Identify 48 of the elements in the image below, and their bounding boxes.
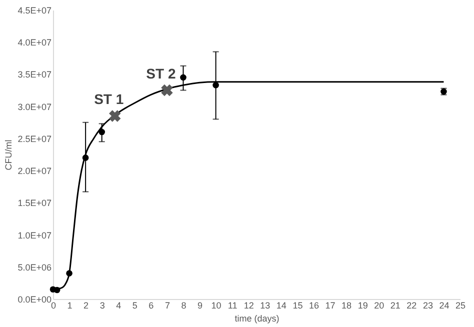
x-tick-label: 19 (358, 300, 368, 310)
x-tick-label: 17 (325, 300, 336, 310)
x-tick-label: 5 (132, 300, 138, 310)
x-tick-label: 14 (276, 300, 286, 310)
x-tick-label: 15 (292, 300, 303, 310)
y-tick-label: 1.5E+07 (18, 198, 52, 208)
point (109, 110, 121, 122)
point (212, 82, 219, 88)
x-tick-label: 16 (308, 300, 319, 310)
x-tick-label: 21 (390, 300, 400, 310)
x-tick-label: 13 (260, 300, 270, 310)
y-tick-label: 3.0E+07 (18, 102, 52, 112)
y-tick-label: 4.5E+07 (18, 6, 52, 16)
y-tick-label: 1.0E+07 (18, 230, 52, 240)
point (66, 270, 72, 276)
x-tick-label: 3 (100, 300, 105, 310)
annotation: ST 2 (146, 65, 176, 82)
point (98, 128, 105, 136)
y-tick-label: 4.0E+07 (18, 38, 52, 48)
y-tick-label: 2.0E+07 (18, 166, 52, 176)
point (82, 154, 89, 161)
annotation: ST 1 (94, 90, 124, 107)
point (54, 286, 60, 294)
y-tick-label: 2.5E+07 (18, 134, 52, 144)
y-tick-label: 0.0E+00 (18, 294, 52, 304)
x-tick-label: 1 (67, 300, 72, 310)
y-axis-title: CFU/ml (4, 140, 14, 170)
x-axis-title: time (days) (234, 314, 280, 324)
x-tick-label: 8 (181, 300, 186, 310)
x-tick-label: 18 (342, 300, 352, 310)
point (180, 74, 186, 81)
x-tick-label: 20 (374, 300, 384, 310)
x-tick-label: 4 (116, 300, 122, 310)
x-tick-label: 9 (198, 300, 203, 310)
x-tick-label: 12 (244, 300, 254, 310)
y-tick-label: 3.5E+07 (18, 70, 52, 80)
x-tick-label: 6 (148, 300, 154, 310)
x-tick-label: 2 (84, 300, 89, 310)
x-tick-label: 10 (211, 300, 222, 310)
x-tick-label: 11 (228, 300, 238, 310)
x-tick-label: 7 (164, 300, 170, 310)
x-tick-label: 0 (50, 300, 56, 310)
point (161, 84, 173, 96)
x-tick-label: 25 (455, 300, 466, 310)
x-tick-label: 22 (406, 300, 417, 310)
x-tick-label: 24 (439, 300, 450, 310)
x-tick-label: 23 (422, 300, 433, 310)
y-tick-label: 5.0E+06 (18, 262, 52, 272)
